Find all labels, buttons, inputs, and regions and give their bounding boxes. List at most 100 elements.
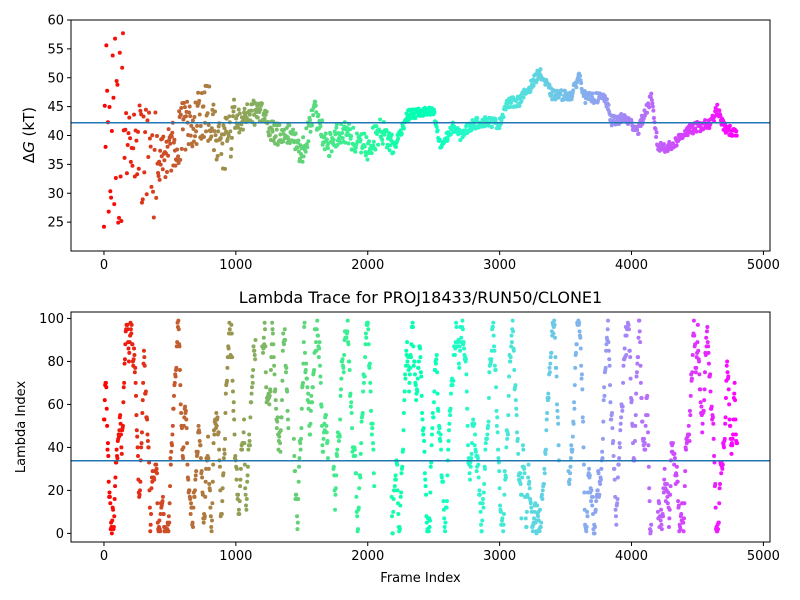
dg-point (558, 92, 563, 97)
lambda-point (223, 436, 228, 441)
lambda-point (133, 380, 138, 385)
dg-point (152, 147, 157, 152)
dg-point (172, 137, 177, 142)
lambda-point (481, 490, 486, 495)
lambda-y-axis-label: Lambda Index (14, 381, 29, 474)
lambda-point (636, 355, 641, 360)
lambda-point (687, 432, 692, 437)
lambda-point (432, 389, 437, 394)
lambda-point (629, 398, 634, 403)
dg-point (365, 157, 370, 162)
lambda-point (283, 337, 288, 342)
dg-point (178, 157, 183, 162)
dg-point (218, 136, 223, 141)
lambda-point (472, 421, 477, 426)
lambda-point (476, 475, 481, 480)
dg-point (674, 143, 679, 148)
lambda-point (117, 428, 122, 433)
lambda-point (217, 447, 222, 452)
lambda-point (615, 497, 620, 502)
lambda-point (158, 512, 163, 517)
lambda-point (155, 501, 160, 506)
dg-point (119, 219, 124, 224)
lambda-point (303, 368, 308, 373)
lambda-point (522, 471, 527, 476)
lambda-point (723, 421, 728, 426)
lambda-point (335, 454, 340, 459)
lambda-point (521, 447, 526, 452)
dg-point (364, 135, 369, 140)
lambda-point (358, 475, 363, 480)
dg-point (198, 124, 203, 128)
lambda-point (548, 355, 553, 360)
lambda-point (532, 509, 537, 514)
lambda-point (426, 529, 431, 534)
dg-point (227, 114, 232, 119)
lambda-point (418, 346, 423, 351)
lambda-point (554, 374, 559, 379)
lambda-point (464, 389, 469, 394)
lambda-point (403, 372, 408, 377)
lambda-point (368, 389, 373, 394)
x-tick-label: 0 (100, 258, 108, 273)
lambda-point (482, 466, 487, 471)
lambda-point (177, 344, 182, 349)
lambda-point (454, 320, 459, 325)
lambda-point (203, 479, 208, 484)
lambda-point (252, 352, 257, 357)
lambda-point (496, 447, 501, 452)
lambda-point (141, 380, 146, 385)
lambda-point (362, 374, 367, 379)
lambda-point (237, 499, 242, 504)
dg-point (134, 138, 139, 143)
lambda-point (308, 421, 313, 426)
lambda-point (704, 329, 709, 334)
lambda-point (123, 342, 128, 347)
lambda-point (553, 355, 558, 360)
lambda-point (580, 387, 585, 392)
lambda-point (241, 430, 246, 435)
dg-point (193, 100, 198, 105)
dg-point (123, 127, 128, 132)
lambda-point (249, 385, 254, 390)
lambda-point (181, 456, 186, 461)
lambda-point (579, 376, 584, 381)
lambda-point (615, 475, 620, 480)
lambda-point (302, 320, 307, 325)
lambda-point (177, 368, 182, 373)
lambda-point (222, 451, 227, 456)
lambda-point (620, 408, 625, 413)
dg-point (654, 135, 659, 140)
lambda-point (226, 346, 231, 351)
lambda-point (616, 462, 621, 467)
lambda-point (542, 466, 547, 471)
lambda-point (483, 441, 488, 446)
lambda-point (489, 357, 494, 362)
lambda-point (716, 527, 721, 532)
lambda-point (200, 475, 205, 480)
lambda-point (617, 441, 622, 446)
dg-point (237, 130, 242, 135)
lambda-point (356, 505, 361, 510)
dg-point (232, 97, 237, 102)
lambda-point (198, 443, 203, 448)
lambda-point (113, 475, 118, 480)
dg-point (169, 134, 174, 139)
lambda-point (468, 464, 473, 469)
dg-point (401, 126, 406, 131)
dg-point (314, 110, 319, 115)
lambda-point (105, 423, 110, 428)
lambda-point (592, 531, 597, 536)
dg-point (182, 105, 187, 110)
dg-point (160, 167, 165, 172)
lambda-point (518, 471, 523, 476)
dg-point (117, 50, 122, 55)
lambda-point (690, 352, 695, 357)
lambda-point (302, 325, 307, 330)
lambda-point (416, 365, 421, 370)
lambda-point (686, 423, 691, 428)
lambda-point (318, 374, 323, 379)
dg-point (301, 154, 306, 159)
lambda-point (114, 447, 119, 452)
lambda-point (720, 466, 725, 471)
